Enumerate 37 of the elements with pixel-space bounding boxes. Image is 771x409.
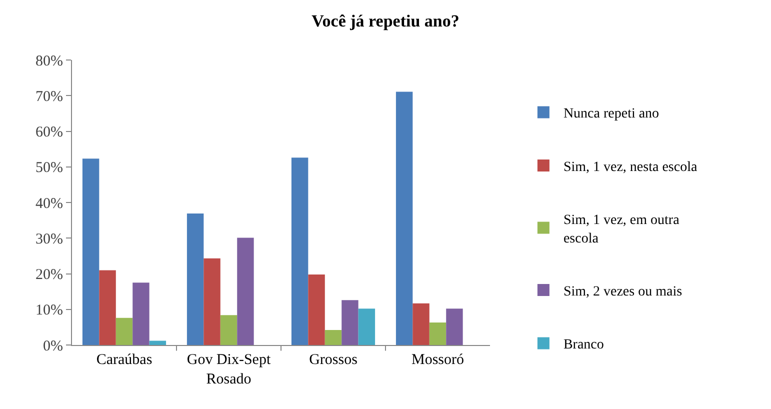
- legend-label: Sim, 1 vez, nesta escola: [563, 160, 698, 175]
- bar: [204, 258, 220, 345]
- y-tick-label: 50%: [36, 160, 63, 176]
- bar: [396, 92, 413, 345]
- bar: [186, 214, 204, 345]
- bar: [82, 158, 100, 345]
- bar: [429, 322, 446, 345]
- bar: [342, 300, 358, 345]
- bar: [412, 303, 430, 345]
- y-tick-label: 60%: [36, 124, 63, 140]
- x-tick-label: Gov Dix-Sept Rosado: [186, 352, 272, 388]
- y-tick-label: 30%: [36, 231, 63, 248]
- chart-title: Você já repetiu ano?: [312, 11, 460, 30]
- bar: [291, 158, 308, 345]
- bar: [308, 274, 325, 345]
- x-tick-label: Caraúbas: [96, 352, 152, 368]
- bar: [220, 315, 238, 345]
- bar: [324, 330, 342, 345]
- x-tick-label: Mossoró: [411, 352, 464, 368]
- y-tick-label: 40%: [36, 196, 63, 212]
- bar: [99, 270, 116, 345]
- bar: [446, 308, 463, 345]
- bar: [358, 308, 376, 345]
- legend-label: Sim, 2 vezes ou mais: [563, 284, 682, 300]
- bar: [116, 318, 133, 345]
- y-tick-label: 70%: [36, 88, 63, 105]
- y-tick-label: 80%: [36, 53, 63, 70]
- y-tick-label: 20%: [36, 267, 63, 283]
- legend-label: Nunca repeti ano: [563, 106, 660, 122]
- y-tick-label: 10%: [36, 302, 63, 319]
- bar: [149, 340, 166, 345]
- bar: [132, 282, 150, 345]
- x-tick-label: Grossos: [309, 352, 358, 368]
- y-tick-label: 0%: [43, 338, 63, 354]
- legend-label: Branco: [563, 338, 604, 353]
- legend-label: Sim, 1 vez, em outra escola: [563, 213, 680, 246]
- bar: [237, 238, 254, 345]
